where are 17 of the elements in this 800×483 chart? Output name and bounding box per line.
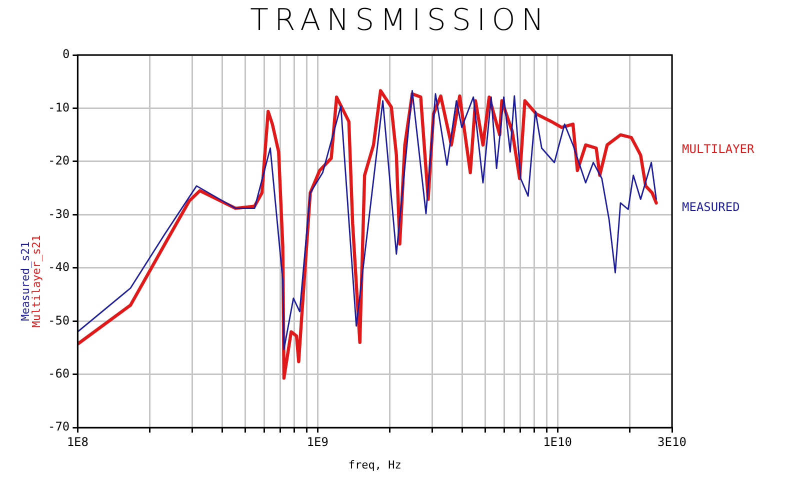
- y-tick-label: -20: [48, 154, 70, 168]
- x-tick-label: 3E10: [658, 434, 686, 449]
- chart-title: TRANSMISSION: [250, 2, 550, 38]
- x-axis-title: freq, Hz: [348, 458, 402, 472]
- y-axis-title: Measured_s21 Multilayer_s21: [18, 234, 43, 328]
- y-tick-label: -40: [48, 260, 70, 274]
- y-tick-label: -60: [48, 366, 70, 380]
- y-tick-label: -30: [48, 206, 70, 221]
- y-tick-label: -10: [48, 100, 70, 114]
- text: MEASURED: [682, 200, 740, 214]
- y-tick-label: -50: [48, 313, 70, 328]
- text: MULTILAYER: [682, 142, 756, 156]
- x-tick-label: 1E10: [543, 434, 572, 449]
- y-tick-label: 0: [62, 47, 70, 62]
- y-tick-label: -70: [48, 420, 70, 434]
- x-tick-label: 1E9: [306, 434, 328, 449]
- x-tick-label: 1E8: [66, 434, 89, 449]
